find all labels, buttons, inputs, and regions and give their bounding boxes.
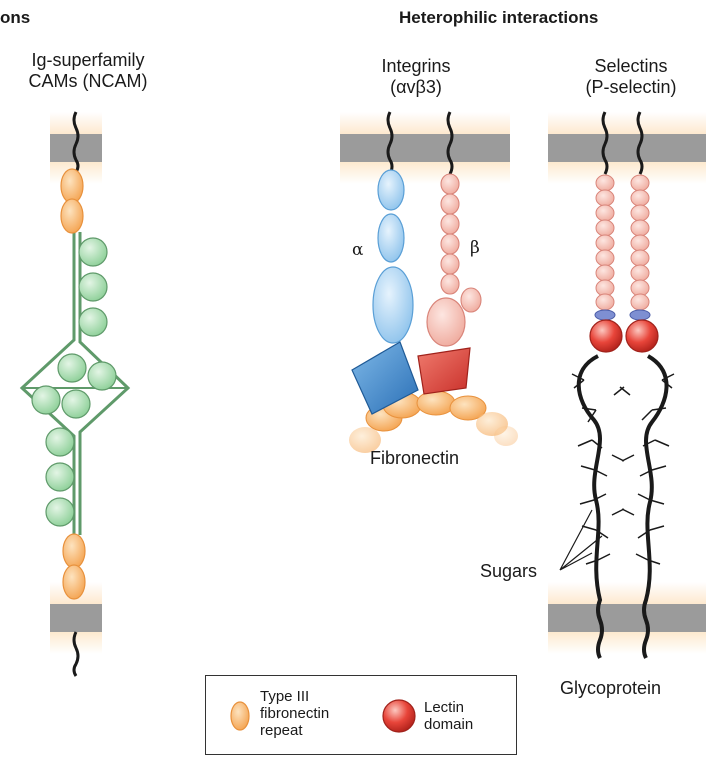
selectin-title: Selectins (P-selectin) xyxy=(566,56,696,98)
ncam-ig-domain xyxy=(45,427,75,457)
alpha-subunit-domain xyxy=(377,213,405,263)
alpha-subunit-domain xyxy=(372,266,414,344)
ncam-fibronectin-repeat xyxy=(60,198,84,234)
ncam-ig-domain xyxy=(45,497,75,527)
legend-fr-line3: repeat xyxy=(260,722,303,739)
sugars-pointer xyxy=(559,509,603,571)
beta-subunit-domain xyxy=(440,213,460,235)
selectin-molecule xyxy=(559,111,675,659)
ncam-fibronectin-repeat xyxy=(62,564,86,600)
ncam-molecule xyxy=(19,111,131,677)
beta-head-block xyxy=(417,347,471,395)
legend-lectin-line1: Lectin xyxy=(424,699,465,716)
membrane-selectin-top xyxy=(548,112,706,184)
legend-fibronectin-repeat-label: Type III fibronectin repeat xyxy=(260,688,329,739)
ncam-ig-domain xyxy=(78,237,108,267)
beta-subunit-domain xyxy=(440,173,460,195)
sugar-branches xyxy=(571,373,675,565)
integrin-title-line1: Integrins xyxy=(381,56,451,76)
selectin-title-line2: (P-selectin) xyxy=(585,77,677,97)
lectin-domain xyxy=(625,319,659,353)
legend xyxy=(205,675,517,755)
alpha-label: α xyxy=(352,240,364,260)
alpha-head-block xyxy=(351,341,419,415)
beta-subunit-domain xyxy=(426,297,466,347)
ncam-ig-domain xyxy=(87,361,117,391)
beta-subunit-domain xyxy=(440,253,460,275)
ncam-ig-domain xyxy=(78,272,108,302)
legend-lectin-line2: domain xyxy=(424,716,474,733)
integrin-molecule xyxy=(349,111,518,453)
ncam-title: Ig-superfamily CAMs (NCAM) xyxy=(0,50,178,92)
beta-label: β xyxy=(470,238,480,258)
legend-lectin-label: Lectin domain xyxy=(424,699,473,733)
glycoprotein-label: Glycoprotein xyxy=(560,678,662,698)
selectin-title-line1: Selectins xyxy=(594,56,668,76)
selectin-chain-right xyxy=(625,174,659,353)
legend-lectin-icon xyxy=(382,699,416,733)
integrin-title-line2: (αvβ3) xyxy=(390,77,442,97)
ncam-ig-domain xyxy=(45,462,75,492)
selectin-chain-left xyxy=(589,174,623,353)
beta-subunit-domain xyxy=(440,233,460,255)
beta-subunit-domain xyxy=(440,193,460,215)
ncam-fibronectin-repeat xyxy=(60,168,84,204)
alpha-subunit-domain xyxy=(377,169,405,211)
beta-subunit-domain xyxy=(460,287,482,313)
ncam-title-line2: CAMs (NCAM) xyxy=(28,71,148,91)
legend-fr-line2: fibronectin xyxy=(260,705,330,722)
ncam-ig-domain xyxy=(61,389,91,419)
ncam-ig-domain xyxy=(78,307,108,337)
header-left: ons xyxy=(0,8,31,27)
ncam-ig-domain xyxy=(57,353,87,383)
beta-subunit-domain xyxy=(440,273,460,295)
integrin-title: Integrins (αvβ3) xyxy=(356,56,476,98)
ncam-title-line1: Ig-superfamily xyxy=(31,50,145,70)
ncam-fibronectin-repeat xyxy=(62,533,86,569)
legend-fr-line1: Type III xyxy=(260,688,310,705)
membrane-integrin xyxy=(340,112,510,184)
ncam-ig-domain xyxy=(31,385,61,415)
membrane-selectin-bottom xyxy=(548,582,706,654)
legend-fibronectin-repeat-icon xyxy=(230,701,250,731)
sugars-label: Sugars xyxy=(480,561,538,581)
header-right: Heterophilic interactions xyxy=(399,8,599,27)
fibronectin-strand xyxy=(349,390,518,453)
fibronectin-label: Fibronectin xyxy=(370,448,460,468)
lectin-domain xyxy=(589,319,623,353)
